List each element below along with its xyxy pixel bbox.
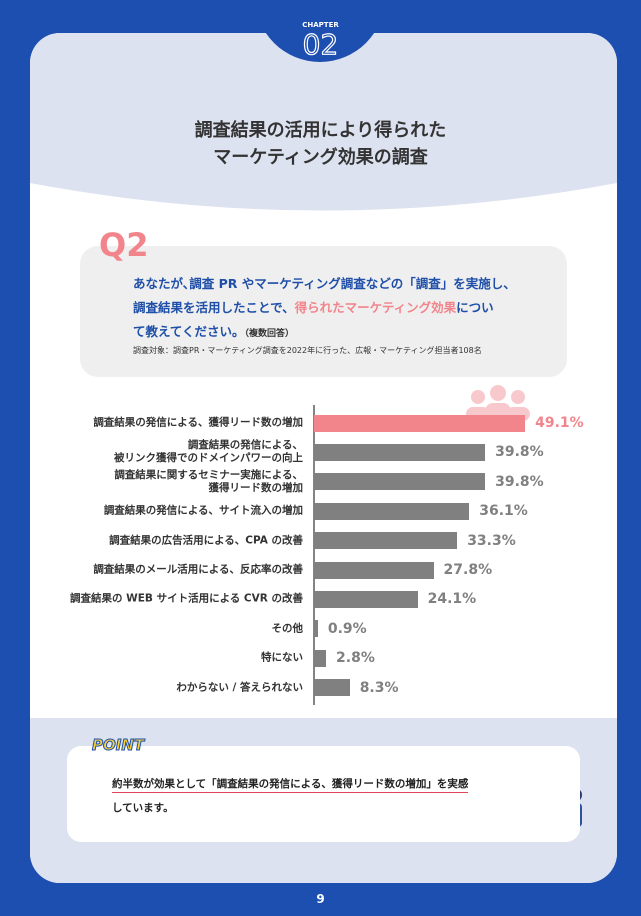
chapter-number: 02 [302, 27, 339, 61]
question-line: あなたが､調査 PR やマーケティング調査などの「調査」を実施し、 [133, 276, 516, 291]
question-part: 調査結果を活用したことで、 [133, 300, 295, 315]
value-label: 39.8% [495, 473, 544, 490]
page-number: 9 [316, 892, 325, 906]
bar [314, 473, 486, 491]
bar [314, 414, 526, 432]
value-label: 27.8% [443, 562, 493, 578]
question-line: て教えてください。（複数回答） [133, 320, 553, 346]
point-badge: POINT [91, 736, 145, 755]
category-label: 調査結果の発信による、サイト流入の増加 [103, 504, 303, 517]
value-label: 36.1% [479, 503, 528, 520]
title: マーケティング効果の調査 [213, 147, 428, 168]
point-box [67, 746, 580, 842]
bar [314, 679, 350, 697]
question-line: 調査結果を活用したことで、得られたマーケティング効果につい [133, 296, 553, 320]
value-label: 49.1% [535, 415, 584, 431]
value-label: 2.8% [336, 650, 375, 667]
category-label: 調査結果に関するセミナー実施による、 獲得リード数の増加 [114, 468, 303, 494]
question-box [80, 246, 567, 377]
bar [314, 590, 418, 608]
bar [314, 649, 327, 667]
category-label: 調査結果の発信による、 被リンク獲得でのドメインパワーの向上 [114, 439, 303, 465]
chapter-badge [255, 0, 385, 62]
value-label: 39.8% [495, 444, 544, 461]
point-text: しています。 [112, 802, 174, 814]
bar [314, 532, 458, 550]
bar [314, 502, 470, 520]
question-part: につい [456, 300, 494, 315]
category-label: 調査結果の WEB サイト活用による CVR の改善 [70, 592, 303, 605]
value-label: 24.1% [427, 591, 477, 608]
bar [314, 620, 318, 638]
chapter-label: CHAPTER [302, 21, 339, 29]
category-label: 調査結果の広告活用による、CPA の改善 [109, 534, 303, 547]
category-label: 調査結果のメール活用による、反応率の改善 [93, 563, 303, 576]
value-label: 8.3% [359, 679, 399, 696]
point-text: 約半数が効果として「調査結果の発信による、獲得リード数の増加」を実感 [112, 776, 469, 793]
category-label: その他 [271, 622, 304, 635]
question-number: Q2 [99, 226, 149, 264]
bar [314, 561, 434, 579]
question-highlight: 得られたマーケティング効果 [294, 300, 457, 315]
title: 調査結果の活用により得られた [194, 120, 447, 141]
category-label: 特にない [261, 651, 303, 664]
value-label: 0.9% [327, 620, 367, 637]
category-label: 調査結果の発信による、獲得リード数の増加 [93, 416, 303, 429]
question-note: （複数回答） [244, 329, 295, 339]
question-text: あなたが､調査 PR やマーケティング調査などの「調査」を実施し、 調査結果を活… [133, 272, 553, 346]
subject: 調査対象：調査PR・マーケティング調査を2022年に行った、広報・マーケティング… [133, 346, 482, 355]
question-part: て教えてください。 [133, 324, 245, 339]
bar [314, 443, 486, 461]
value-label: 33.3% [467, 532, 516, 549]
category-label: わからない / 答えられない [176, 681, 303, 694]
